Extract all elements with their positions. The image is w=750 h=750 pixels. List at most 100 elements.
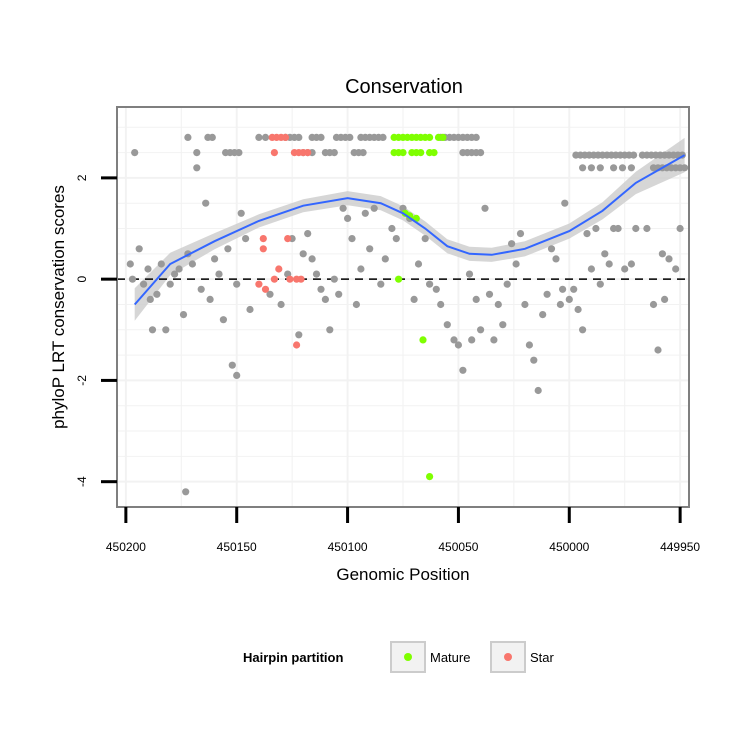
- data-point-other: [224, 245, 232, 253]
- data-point-other: [219, 316, 227, 324]
- data-point-other: [339, 204, 347, 212]
- x-tick-label: 450100: [328, 540, 368, 554]
- data-point-other: [162, 326, 170, 334]
- data-point-other: [494, 300, 502, 309]
- data-point-other: [344, 214, 352, 222]
- data-point-mature: [395, 275, 403, 283]
- data-point-other: [614, 224, 622, 233]
- data-point-other: [587, 164, 596, 172]
- data-point-other: [193, 149, 201, 157]
- smooth-fit-line: [133, 154, 686, 306]
- data-point-other: [432, 285, 440, 293]
- data-point-other: [516, 230, 525, 238]
- data-point-other: [630, 151, 638, 159]
- data-point-other: [215, 270, 223, 278]
- series-star: [255, 133, 312, 349]
- data-point-other: [539, 311, 547, 319]
- y-tick-label: 0: [75, 276, 89, 283]
- data-point-other: [454, 341, 462, 349]
- data-point-other: [512, 260, 520, 268]
- data-point-other: [352, 300, 360, 309]
- data-point-star: [270, 275, 278, 283]
- data-point-other: [610, 164, 618, 172]
- data-point-other: [126, 260, 134, 268]
- data-point-other: [179, 311, 188, 319]
- data-point-other: [521, 300, 529, 309]
- x-tick-label: 449950: [660, 540, 700, 554]
- data-point-other: [381, 255, 389, 263]
- data-point-other: [508, 240, 516, 248]
- data-point-other: [574, 305, 582, 314]
- data-point-other: [304, 230, 312, 238]
- data-point-other: [131, 149, 139, 157]
- data-point-other: [565, 295, 573, 303]
- data-point-other: [559, 285, 567, 293]
- legend-label-star: Star: [530, 650, 555, 665]
- data-point-mature: [419, 336, 427, 344]
- plot-area: [116, 106, 690, 508]
- data-point-other: [672, 265, 680, 273]
- data-point-mature: [426, 473, 434, 481]
- data-point-other: [157, 260, 165, 268]
- data-point-other: [459, 366, 467, 374]
- legend-title: Hairpin partition: [243, 650, 343, 665]
- data-point-other: [392, 235, 400, 243]
- y-tick-label: -2: [75, 375, 89, 386]
- data-point-other: [465, 270, 474, 278]
- x-axis-title: Genomic Position: [336, 565, 469, 584]
- data-point-mature: [426, 133, 434, 141]
- data-point-other: [587, 265, 596, 273]
- data-point-other: [621, 265, 629, 273]
- y-axis-title: phyloP LRT conservation scores: [49, 185, 68, 429]
- data-point-other: [153, 290, 161, 298]
- plot-border: [116, 106, 690, 508]
- data-point-star: [304, 149, 312, 157]
- data-point-other: [148, 326, 157, 334]
- data-point-other: [499, 321, 507, 329]
- data-point-other: [579, 164, 587, 172]
- data-point-other: [426, 280, 434, 288]
- data-point-other: [443, 321, 451, 329]
- data-point-other: [596, 280, 604, 288]
- data-point-other: [379, 133, 387, 141]
- data-point-other: [299, 250, 307, 258]
- data-point-other: [583, 230, 591, 238]
- data-point-other: [255, 133, 263, 141]
- data-point-other: [326, 326, 334, 334]
- data-point-other: [525, 341, 534, 349]
- data-point-other: [681, 164, 689, 172]
- data-point-other: [579, 326, 587, 334]
- data-point-other: [547, 245, 556, 253]
- data-point-other: [601, 250, 609, 258]
- data-point-other: [643, 224, 651, 233]
- data-point-other: [632, 224, 640, 233]
- data-point-other: [437, 300, 445, 309]
- data-point-star: [286, 275, 294, 283]
- data-point-other: [144, 265, 152, 273]
- data-point-other: [206, 295, 214, 303]
- data-point-other: [140, 280, 148, 288]
- data-point-other: [211, 255, 219, 263]
- data-point-star: [259, 235, 267, 243]
- data-point-other: [481, 204, 489, 212]
- data-point-other: [266, 290, 274, 298]
- data-point-star: [284, 235, 292, 243]
- data-point-other: [135, 245, 143, 253]
- smooth-confidence-band: [134, 137, 685, 321]
- data-point-other: [166, 280, 174, 288]
- data-point-other: [472, 133, 480, 141]
- data-point-star: [281, 133, 290, 141]
- data-point-other: [665, 255, 673, 263]
- data-point-other: [261, 133, 270, 141]
- data-point-mature: [399, 149, 407, 157]
- data-point-other: [242, 235, 250, 243]
- data-point-other: [193, 164, 201, 172]
- data-point-other: [308, 255, 316, 263]
- data-point-other: [450, 336, 458, 344]
- axes: -4 -2 0 2 450200 450150 450100 450050 450000 4499…: [75, 174, 700, 554]
- y-tick-label: -4: [75, 476, 89, 487]
- data-point-other: [146, 295, 154, 303]
- data-point-other: [388, 224, 396, 233]
- data-point-star: [275, 265, 283, 273]
